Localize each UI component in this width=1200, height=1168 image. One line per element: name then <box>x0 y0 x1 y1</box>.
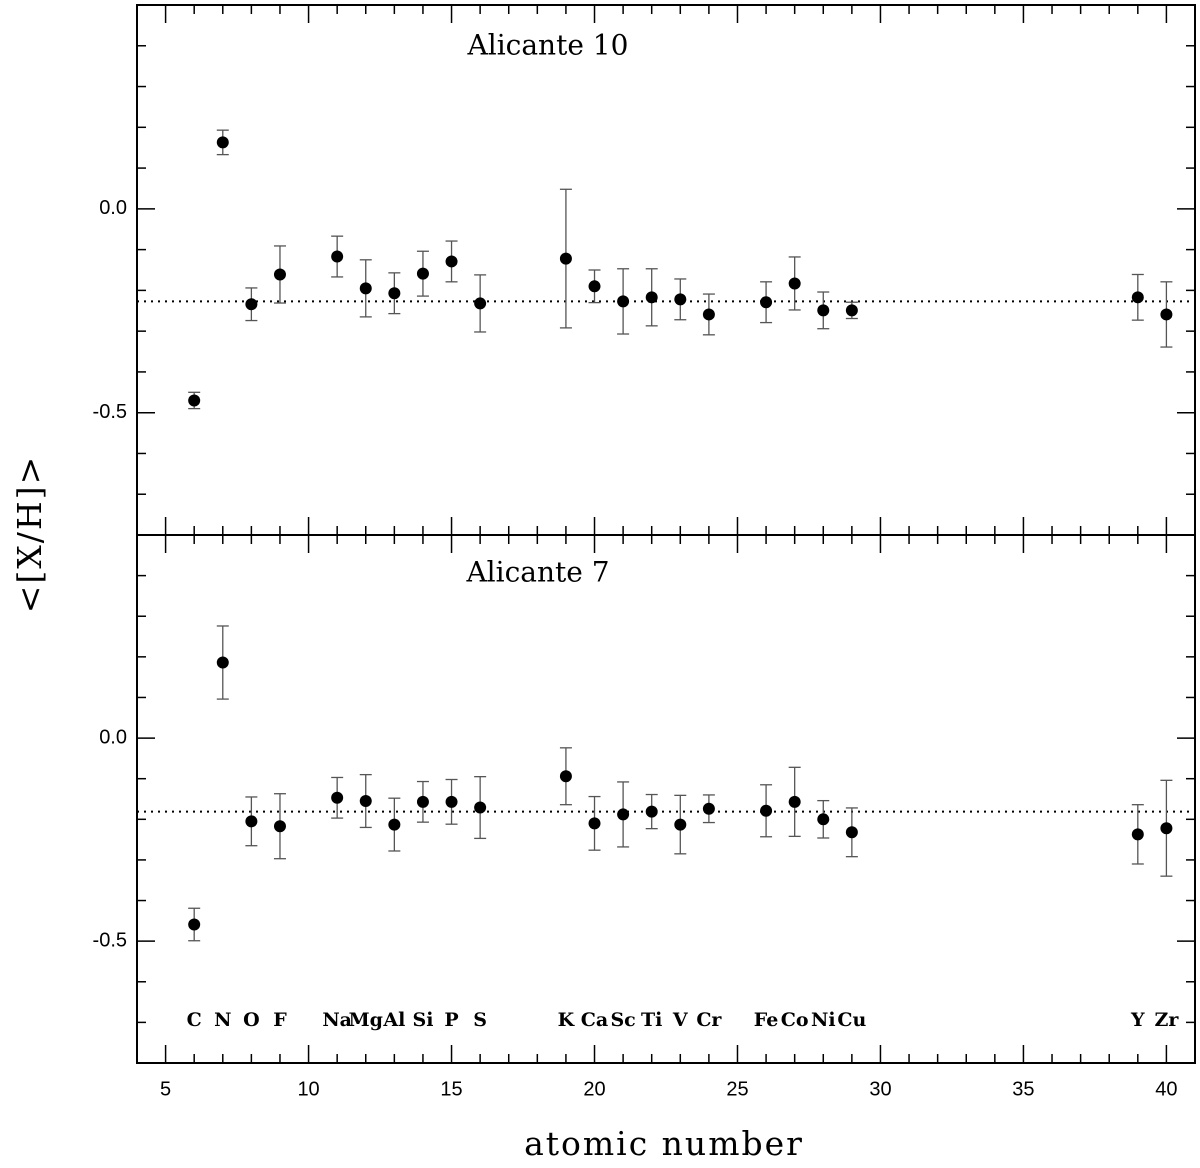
data-point <box>188 394 201 407</box>
element-label: C <box>187 1009 202 1031</box>
y-tick-label: -0.5 <box>93 929 127 951</box>
element-label: V <box>672 1009 689 1031</box>
data-point <box>674 293 687 306</box>
data-point <box>788 795 801 808</box>
data-point <box>559 252 572 265</box>
data-point <box>331 791 344 804</box>
data-point <box>331 250 344 263</box>
data-point <box>645 805 658 818</box>
element-label: Sc <box>610 1009 635 1031</box>
element-label: Y <box>1130 1009 1145 1031</box>
x-tick-label: 5 <box>160 1078 171 1100</box>
data-point <box>474 801 487 814</box>
data-point <box>1131 828 1144 841</box>
element-label: Ca <box>581 1009 608 1031</box>
data-point <box>1160 308 1173 321</box>
element-label: F <box>273 1009 287 1031</box>
data-point <box>445 255 458 268</box>
element-label: P <box>444 1009 458 1031</box>
x-tick-label: 30 <box>869 1078 891 1100</box>
element-label: Ni <box>811 1009 836 1031</box>
y-tick-label: -0.5 <box>93 401 127 423</box>
element-label: K <box>558 1009 576 1031</box>
data-point <box>845 304 858 317</box>
x-tick-label: 10 <box>297 1078 319 1100</box>
element-label: O <box>243 1009 260 1031</box>
y-tick-label: 0.0 <box>99 197 127 219</box>
data-point <box>617 295 630 308</box>
data-point <box>1131 291 1144 304</box>
data-point <box>588 817 601 830</box>
element-label: Mg <box>349 1009 383 1031</box>
x-tick-label: 15 <box>440 1078 462 1100</box>
y-tick-label: 0.0 <box>99 726 127 748</box>
data-point <box>702 308 715 321</box>
element-label: Na <box>322 1009 352 1031</box>
data-point <box>245 298 258 311</box>
data-point <box>760 296 773 309</box>
element-label: Co <box>781 1009 809 1031</box>
element-label: Si <box>412 1009 433 1031</box>
data-point <box>188 918 201 931</box>
data-point <box>817 304 830 317</box>
data-point <box>273 268 286 281</box>
data-point <box>416 267 429 280</box>
data-point <box>645 291 658 304</box>
data-point <box>559 770 572 783</box>
x-tick-label: 40 <box>1155 1078 1177 1100</box>
element-label: S <box>473 1009 487 1031</box>
panel-title: Alicante 7 <box>465 556 609 589</box>
data-point <box>674 818 687 831</box>
data-point <box>702 802 715 815</box>
data-point <box>416 795 429 808</box>
element-label: Fe <box>754 1009 779 1031</box>
data-point <box>617 808 630 821</box>
data-point <box>474 297 487 310</box>
y-axis-label: <[X/H]> <box>10 455 49 613</box>
x-tick-label: 20 <box>583 1078 605 1100</box>
data-point <box>388 818 401 831</box>
data-point <box>588 280 601 293</box>
x-tick-label: 25 <box>726 1078 748 1100</box>
data-point <box>359 282 372 295</box>
element-label: Zr <box>1154 1009 1179 1031</box>
x-axis-label: atomic number <box>524 1124 804 1163</box>
data-point <box>788 277 801 290</box>
element-label: Cu <box>837 1009 866 1031</box>
data-point <box>445 795 458 808</box>
data-point <box>216 656 229 669</box>
x-tick-label: 35 <box>1012 1078 1034 1100</box>
data-point <box>245 815 258 828</box>
data-point <box>845 826 858 839</box>
data-point <box>817 813 830 826</box>
panel-title: Alicante 10 <box>467 29 629 62</box>
data-point <box>273 820 286 833</box>
element-label: N <box>214 1009 231 1031</box>
data-point <box>1160 822 1173 835</box>
element-label: Al <box>382 1009 405 1031</box>
data-point <box>760 804 773 817</box>
data-point <box>216 136 229 149</box>
data-point <box>388 287 401 300</box>
data-point <box>359 795 372 808</box>
element-label: Ti <box>641 1009 662 1031</box>
element-label: Cr <box>696 1009 722 1031</box>
